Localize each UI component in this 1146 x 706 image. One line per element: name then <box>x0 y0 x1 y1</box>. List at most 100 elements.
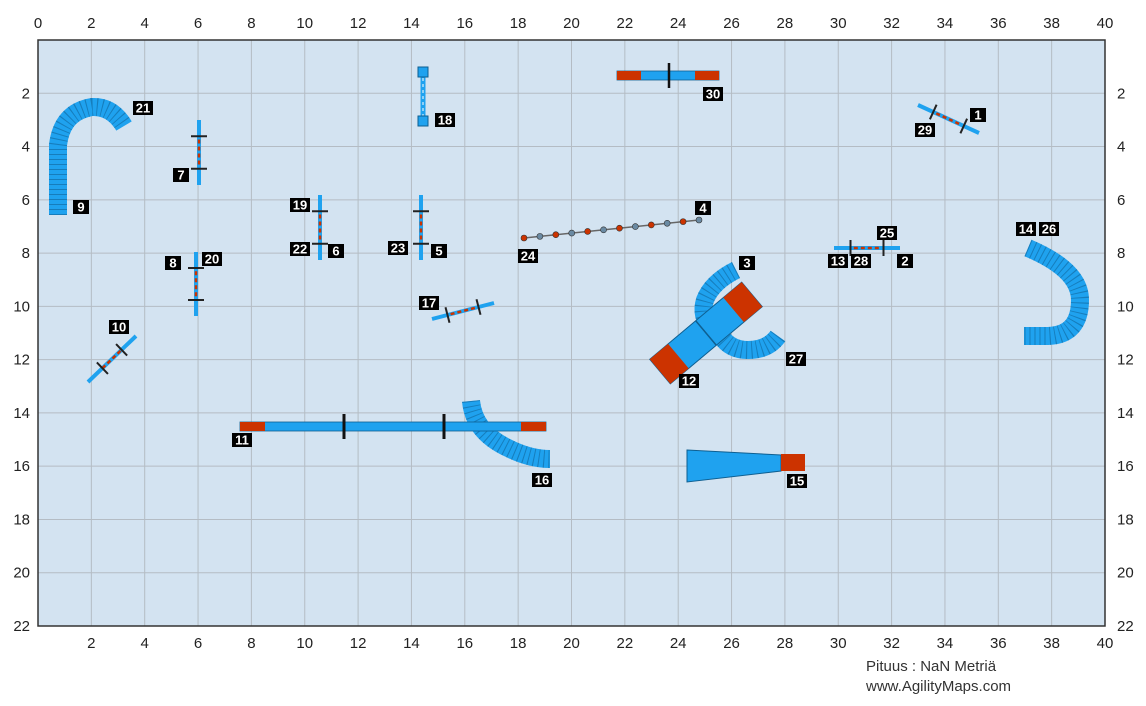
website-link[interactable]: www.AgilityMaps.com <box>866 678 1012 695</box>
obstacle-number: 27 <box>789 352 803 367</box>
label-box <box>73 200 89 214</box>
obstacle-label-23: 23 <box>388 241 408 256</box>
obstacle-number: 3 <box>743 256 750 271</box>
obstacle-number: 6 <box>332 244 339 259</box>
x-tick-bottom: 14 <box>403 635 420 652</box>
obstacle-label-14: 14 <box>1016 222 1036 237</box>
obstacle-label-16: 16 <box>532 473 552 488</box>
axis-ticks: 0 224466881010121214141616181820202222242… <box>13 15 1133 652</box>
obstacle-number: 8 <box>169 256 176 271</box>
x-tick-top: 6 <box>194 15 202 32</box>
y-tick-left: 18 <box>13 511 30 528</box>
obstacle-label-13: 13 <box>828 254 848 269</box>
obstacle-number: 10 <box>112 320 126 335</box>
x-tick-bottom: 30 <box>830 635 847 652</box>
obstacle-number: 13 <box>831 254 845 269</box>
weave-pole <box>584 228 591 235</box>
x-tick-top: 34 <box>937 15 954 32</box>
x-tick-top: 30 <box>830 15 847 32</box>
jump-23-5 <box>413 195 429 260</box>
label-box <box>435 113 455 127</box>
a-frame-12 <box>649 281 763 385</box>
tunnel-27 <box>713 330 786 360</box>
obstacle-number: 1 <box>974 108 981 123</box>
y-tick-right: 22 <box>1117 618 1134 635</box>
label-box <box>787 474 807 488</box>
label-box <box>419 296 439 310</box>
obstacle-label-22: 22 <box>290 242 310 257</box>
obstacle-label-10: 10 <box>109 320 129 335</box>
label-box <box>877 226 897 240</box>
y-tick-left: 16 <box>13 458 30 475</box>
y-tick-left: 4 <box>22 139 30 156</box>
jump-8-20 <box>188 252 204 316</box>
obstacle-label-28: 28 <box>851 254 871 269</box>
label-box <box>109 320 129 334</box>
label-box <box>518 249 538 263</box>
obstacle-label-7: 7 <box>173 168 189 183</box>
obstacle-label-2: 2 <box>897 254 913 269</box>
y-tick-right: 4 <box>1117 139 1125 156</box>
weave-poles-24 <box>520 216 703 242</box>
jump-19-22-6 <box>312 195 328 260</box>
x-tick-bottom: 22 <box>617 635 634 652</box>
x-tick-bottom: 12 <box>350 635 367 652</box>
label-box <box>970 108 986 122</box>
label-box <box>1016 222 1036 236</box>
label-box <box>133 101 153 115</box>
obstacle-label-17: 17 <box>419 296 439 311</box>
x-tick-top: 20 <box>563 15 580 32</box>
y-tick-right: 8 <box>1117 245 1125 262</box>
x-tick-bottom: 38 <box>1043 635 1060 652</box>
x-tick-bottom: 28 <box>777 635 794 652</box>
x-tick-bottom: 4 <box>141 635 149 652</box>
tunnel-16 <box>462 399 551 468</box>
field-border <box>37 39 1106 627</box>
obstacle-number: 19 <box>293 198 307 213</box>
x-tick-bottom: 34 <box>937 635 954 652</box>
obstacle-number: 26 <box>1042 222 1056 237</box>
label-box <box>739 256 755 270</box>
label-box <box>290 242 310 256</box>
label-box <box>695 201 711 215</box>
x-tick-top: 32 <box>883 15 900 32</box>
x-tick-top: 14 <box>403 15 420 32</box>
obstacle-number: 14 <box>1019 222 1034 237</box>
x-tick-bottom: 8 <box>247 635 255 652</box>
obstacle-number: 25 <box>880 226 894 241</box>
weave-pole <box>600 226 607 234</box>
weave-pole <box>520 234 528 242</box>
y-tick-left: 14 <box>13 405 30 422</box>
obstacle-label-20: 20 <box>202 252 222 267</box>
jump-29-1 <box>917 103 980 135</box>
obstacle-label-26: 26 <box>1039 222 1059 237</box>
weave-pole <box>536 233 544 240</box>
seesaw-30 <box>616 63 720 88</box>
x-tick-top: 22 <box>617 15 634 32</box>
y-tick-left: 20 <box>13 565 30 582</box>
obstacle-number: 21 <box>136 101 150 116</box>
x-tick-top: 16 <box>456 15 473 32</box>
obstacle-number: 15 <box>790 474 804 489</box>
obstacle-number: 9 <box>77 200 84 215</box>
obstacle-label-8: 8 <box>165 256 181 271</box>
label-box <box>290 198 310 212</box>
x-tick-bottom: 26 <box>723 635 740 652</box>
x-tick-top: 2 <box>87 15 95 32</box>
obstacle-number: 17 <box>422 296 436 311</box>
obstacle-label-3: 3 <box>739 256 755 271</box>
x-tick-bottom: 32 <box>883 635 900 652</box>
label-box <box>915 123 935 137</box>
label-box <box>202 252 222 266</box>
label-box <box>679 374 699 388</box>
y-tick-left: 8 <box>22 245 30 262</box>
obstacle-label-5: 5 <box>431 244 447 259</box>
y-tick-right: 10 <box>1117 298 1134 315</box>
x-tick-top: 18 <box>510 15 527 32</box>
obstacle-label-6: 6 <box>328 244 344 259</box>
weave-pole <box>647 221 655 229</box>
x-tick-top: 24 <box>670 15 687 32</box>
obstacle-label-25: 25 <box>877 226 897 241</box>
